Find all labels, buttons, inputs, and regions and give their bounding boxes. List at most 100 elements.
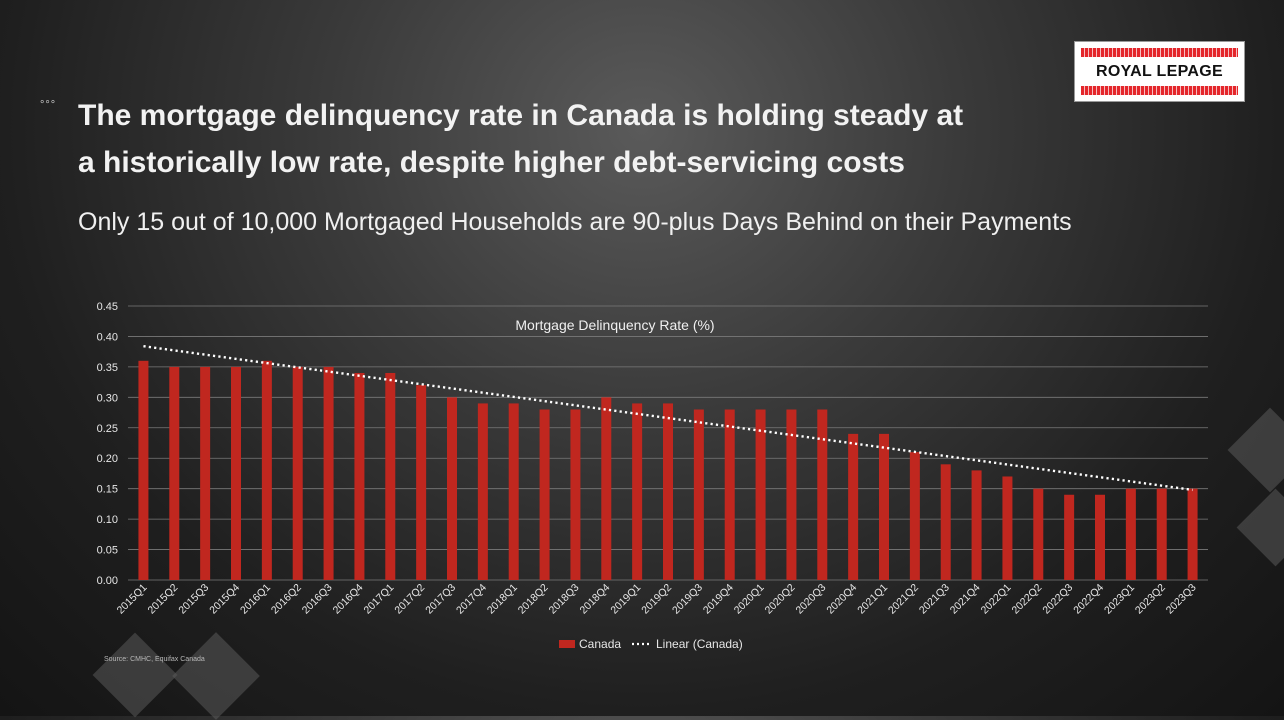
heading-line-1: The mortgage delinquency rate in Canada …	[78, 99, 964, 132]
x-tick-label: 2023Q2	[1133, 582, 1168, 617]
y-tick-label: 0.25	[97, 423, 118, 435]
y-tick-label: 0.20	[97, 453, 118, 465]
y-tick-label: 0.45	[97, 301, 118, 313]
x-tick-label: 2022Q2	[1009, 582, 1044, 617]
x-tick-label: 2019Q2	[639, 582, 674, 617]
bar-2021Q4	[971, 470, 982, 580]
bar-2018Q2	[539, 409, 550, 580]
bar-2019Q2	[663, 403, 673, 580]
bar-2021Q2	[909, 452, 920, 580]
bar-2019Q4	[724, 409, 735, 580]
chart-legend: Canada Linear (Canada)	[559, 637, 743, 651]
x-tick-label: 2020Q2	[763, 582, 798, 617]
bar-2021Q3	[940, 464, 951, 580]
bar-2022Q1	[1002, 476, 1013, 580]
bar-2022Q2	[1033, 488, 1044, 580]
bar-2018Q1	[508, 403, 519, 580]
y-axis-tick-labels: 0.00 0.05 0.10 0.15 0.20 0.25 0.30 0.35 0.40 0.45	[97, 301, 118, 587]
chart-bars	[138, 360, 1198, 580]
bar-2023Q3	[1187, 488, 1198, 580]
bar-2021Q1	[879, 433, 889, 580]
legend-swatch-canada	[559, 640, 575, 648]
source-note: Source: CMHC, Equifax Canada	[104, 656, 205, 663]
bar-2018Q4	[601, 397, 612, 580]
y-tick-label: 0.10	[97, 514, 118, 526]
x-tick-label: 2017Q1	[361, 582, 396, 617]
bar-2017Q3	[447, 397, 457, 580]
x-tick-label: 2020Q4	[824, 582, 859, 617]
slide-subheading: Only 15 out of 10,000 Mortgaged Househol…	[78, 208, 1072, 236]
logo-top-bar	[1081, 48, 1238, 57]
bar-2020Q2	[786, 409, 797, 580]
bar-2017Q2	[416, 385, 427, 580]
x-tick-label: 2018Q2	[516, 582, 551, 617]
trendline-canada	[143, 344, 1193, 492]
x-tick-label: 2016Q1	[238, 582, 273, 617]
slide-heading: The mortgage delinquency rate in Canada …	[78, 92, 1058, 186]
legend-label-trendline: Linear (Canada)	[656, 637, 743, 651]
x-axis-tick-labels: 2015Q12015Q22015Q32015Q42016Q12016Q22016…	[115, 582, 1199, 617]
x-tick-label: 2019Q3	[670, 582, 705, 617]
y-tick-label: 0.40	[97, 331, 118, 343]
x-tick-label: 2015Q3	[176, 582, 211, 617]
x-tick-label: 2020Q3	[793, 582, 828, 617]
y-tick-label: 0.05	[97, 545, 118, 557]
bar-2015Q2	[169, 366, 180, 580]
bar-2022Q3	[1064, 494, 1075, 580]
bar-2016Q4	[354, 372, 365, 580]
bar-2016Q3	[323, 366, 334, 580]
bar-2019Q1	[632, 403, 643, 580]
bar-2019Q3	[693, 409, 704, 580]
chart-title: Mortgage Delinquency Rate (%)	[515, 317, 714, 333]
bar-2015Q4	[231, 366, 241, 580]
bar-2023Q2	[1156, 488, 1167, 580]
bullet-dots: °°°	[40, 99, 57, 111]
bar-2017Q1	[385, 372, 396, 580]
bar-2016Q1	[261, 360, 272, 580]
royal-lepage-logo: ROYAL LEPAGE	[1074, 41, 1245, 102]
logo-bottom-bar	[1081, 86, 1238, 95]
x-tick-label: 2019Q4	[701, 582, 736, 617]
x-tick-label: 2021Q1	[855, 582, 890, 617]
x-tick-label: 2018Q1	[485, 582, 520, 617]
x-tick-label: 2015Q2	[145, 582, 180, 617]
x-tick-label: 2023Q1	[1102, 582, 1137, 617]
x-tick-label: 2015Q4	[207, 582, 242, 617]
bar-2020Q3	[817, 409, 828, 580]
bar-2022Q4	[1095, 494, 1105, 580]
y-tick-label: 0.35	[97, 362, 118, 374]
x-tick-label: 2017Q4	[454, 582, 489, 617]
legend-label-canada: Canada	[579, 637, 621, 651]
bar-2017Q4	[477, 403, 488, 580]
x-tick-label: 2022Q1	[979, 582, 1014, 617]
bar-2015Q3	[200, 366, 211, 580]
x-tick-label: 2021Q4	[948, 582, 983, 617]
x-tick-label: 2017Q3	[423, 582, 458, 617]
logo-wordmark: ROYAL LEPAGE	[1096, 63, 1223, 80]
x-tick-label: 2022Q4	[1071, 582, 1106, 617]
x-tick-label: 2016Q3	[300, 582, 335, 617]
bar-2023Q1	[1125, 488, 1136, 580]
x-tick-label: 2016Q4	[331, 582, 366, 617]
x-tick-label: 2017Q2	[392, 582, 427, 617]
x-tick-label: 2018Q3	[547, 582, 582, 617]
x-tick-label: 2020Q1	[732, 582, 767, 617]
x-tick-label: 2019Q1	[608, 582, 643, 617]
x-tick-label: 2021Q2	[886, 582, 921, 617]
x-tick-label: 2015Q1	[115, 582, 150, 617]
x-tick-label: 2023Q3	[1164, 582, 1199, 617]
y-tick-label: 0.30	[97, 392, 118, 404]
y-tick-label: 0.15	[97, 484, 118, 496]
bar-2016Q2	[292, 366, 303, 580]
y-tick-label: 0.00	[97, 575, 118, 587]
x-tick-label: 2021Q3	[917, 582, 952, 617]
x-tick-label: 2022Q3	[1040, 582, 1075, 617]
bar-2015Q1	[138, 360, 149, 580]
bar-2018Q3	[570, 409, 581, 580]
bar-2020Q4	[848, 433, 859, 580]
x-tick-label: 2018Q4	[577, 582, 612, 617]
x-tick-label: 2016Q2	[269, 582, 304, 617]
bar-2020Q1	[755, 409, 766, 580]
heading-line-2: a historically low rate, despite higher …	[78, 146, 905, 179]
